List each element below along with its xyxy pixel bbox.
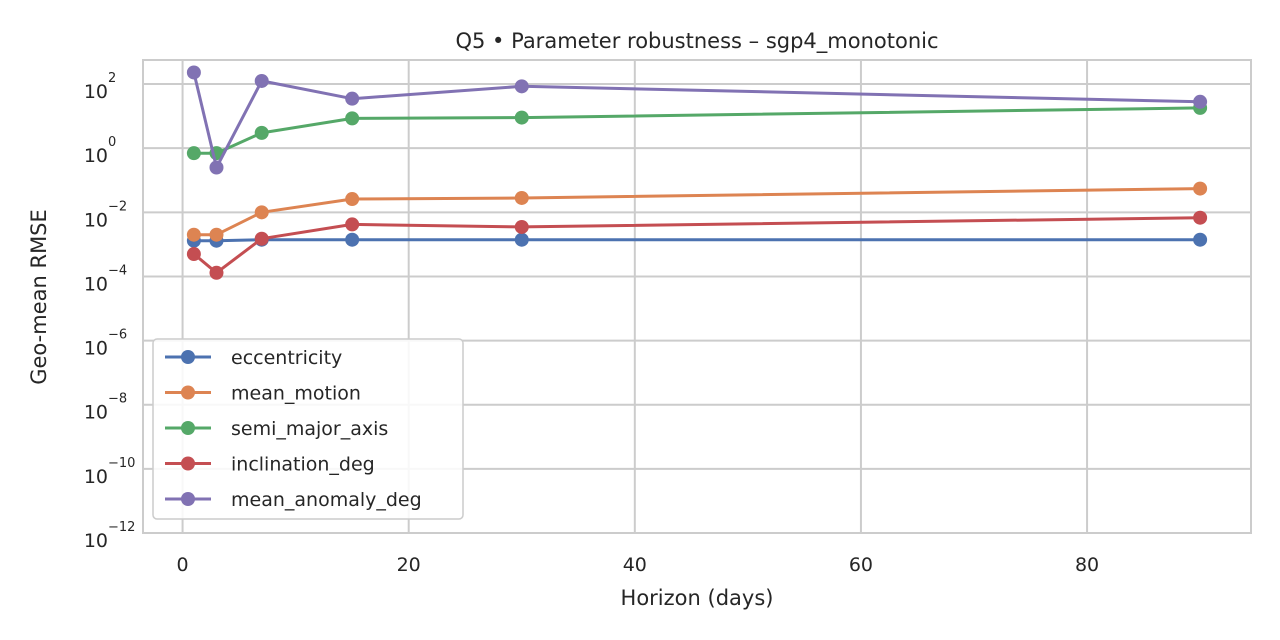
- legend-swatch-marker: [181, 385, 195, 400]
- series-semi-major-axis: [186, 100, 1208, 161]
- y-tick-label: 10: [84, 530, 108, 552]
- data-point: [254, 73, 269, 88]
- legend-swatch-marker: [181, 492, 195, 506]
- legend-item: eccentricity: [165, 347, 342, 369]
- legend-item: inclination_deg: [165, 454, 375, 476]
- data-point: [1193, 210, 1208, 225]
- y-tick-exponent: −10: [108, 456, 135, 471]
- legend-label: inclination_deg: [231, 454, 375, 476]
- data-point: [514, 190, 529, 205]
- y-tick-exponent: −4: [108, 263, 127, 278]
- chart-title: Q5 • Parameter robustness – sgp4_monoton…: [455, 29, 938, 54]
- data-point: [514, 110, 529, 125]
- data-point: [186, 227, 201, 242]
- data-point: [514, 79, 529, 94]
- data-point: [186, 247, 201, 262]
- x-tick-label: 60: [849, 554, 873, 576]
- legend-label: mean_motion: [231, 383, 361, 405]
- y-tick-exponent: −8: [108, 392, 127, 407]
- legend-label: eccentricity: [231, 347, 342, 369]
- legend-swatch-marker: [181, 456, 195, 471]
- y-tick-exponent: −12: [108, 520, 135, 535]
- data-point: [186, 65, 201, 80]
- data-point: [345, 232, 360, 247]
- data-point: [209, 227, 224, 242]
- series-mean-motion: [186, 181, 1208, 242]
- data-point: [514, 219, 529, 234]
- y-tick-exponent: −6: [108, 328, 127, 343]
- legend-item: mean_motion: [165, 383, 361, 405]
- series-line: [193, 106, 1201, 155]
- data-point: [1193, 94, 1208, 109]
- legend-swatch-marker: [181, 350, 195, 364]
- data-point: [1193, 232, 1208, 247]
- x-tick-label: 40: [623, 554, 647, 576]
- y-tick-label: 10: [84, 402, 108, 424]
- data-point: [254, 125, 269, 140]
- series-mean-anomaly-deg: [186, 65, 1208, 175]
- series-line: [192, 216, 1201, 275]
- y-axis-label: Geo-mean RMSE: [27, 209, 51, 385]
- data-point: [1193, 181, 1208, 196]
- y-tick-label: 10: [84, 209, 108, 231]
- legend-item: semi_major_axis: [165, 418, 388, 440]
- legend-box: [152, 338, 464, 520]
- data-point: [345, 217, 360, 232]
- data-point: [345, 111, 360, 126]
- y-tick-label: 10: [84, 81, 108, 103]
- series-inclination-deg: [186, 210, 1208, 280]
- y-tick-exponent: 2: [108, 71, 116, 86]
- series-line: [193, 238, 1201, 243]
- legend-label: semi_major_axis: [231, 418, 388, 440]
- series-eccentricity: [186, 232, 1208, 248]
- y-tick-label: 10: [84, 145, 108, 167]
- legend: eccentricity mean_motion semi_major_axisin…: [152, 338, 464, 520]
- x-axis-ticks: 0 20 40 60 80: [177, 554, 1100, 576]
- y-tick-exponent: 0: [108, 135, 116, 150]
- data-point: [186, 146, 201, 161]
- plot-frame: [142, 59, 1252, 534]
- series-line: [192, 72, 1201, 169]
- x-tick-label: 0: [177, 554, 189, 576]
- data-point: [345, 91, 360, 106]
- data-point: [514, 232, 529, 247]
- legend-label: mean_anomaly_deg: [231, 489, 422, 511]
- data-point: [254, 205, 269, 220]
- data-point: [209, 265, 224, 280]
- y-tick-label: 10: [84, 466, 108, 488]
- x-tick-label: 20: [397, 554, 421, 576]
- legend-item: mean_anomaly_deg: [165, 489, 422, 511]
- data-point: [254, 231, 269, 246]
- x-axis-label: Horizon (days): [621, 586, 774, 610]
- legend-swatch-marker: [181, 421, 195, 435]
- x-tick-label: 80: [1075, 554, 1099, 576]
- data-point: [209, 160, 224, 175]
- series-layer: [186, 65, 1208, 280]
- y-tick-label: 10: [84, 338, 108, 360]
- y-tick-exponent: −2: [108, 199, 127, 214]
- data-point: [345, 192, 360, 207]
- y-tick-label: 10: [84, 273, 108, 295]
